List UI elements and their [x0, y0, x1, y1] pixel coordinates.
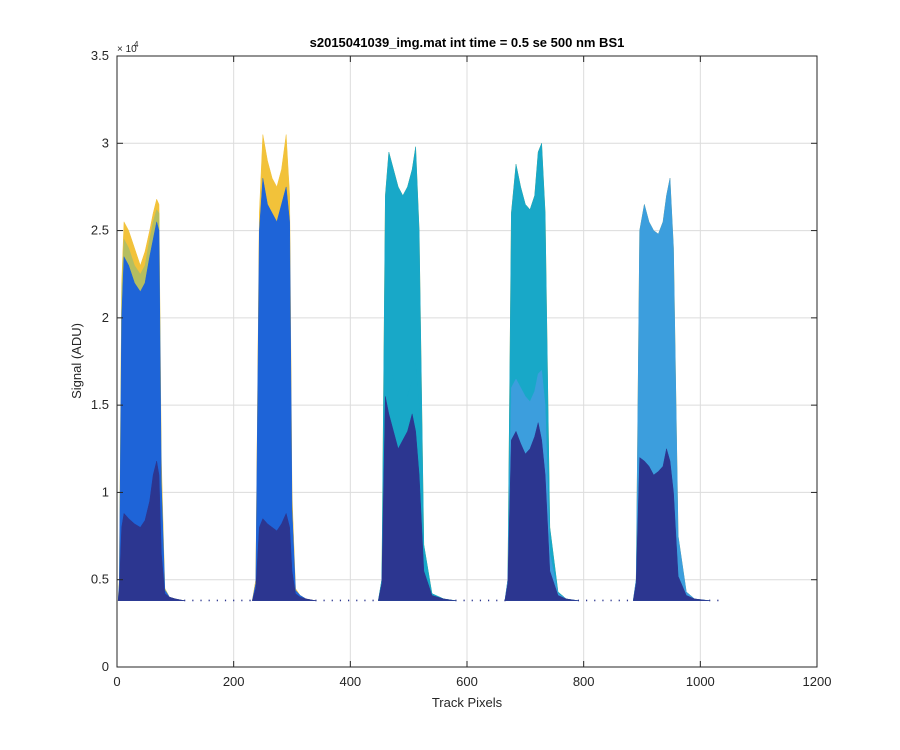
- baseline-dot: [339, 599, 342, 602]
- baseline-dot: [496, 599, 498, 602]
- x-tick-label: 1000: [686, 674, 715, 689]
- baseline-dot: [184, 599, 186, 602]
- baseline-dot: [717, 599, 719, 602]
- x-tick-label: 400: [339, 674, 361, 689]
- baseline-dot: [249, 599, 251, 602]
- track-1: [117, 198, 185, 601]
- baseline-dot: [610, 599, 612, 602]
- track-4-navy-area: [504, 422, 578, 601]
- y-tick-label: 0: [102, 659, 109, 674]
- x-tick-label: 1200: [803, 674, 832, 689]
- track-2-navy-area: [252, 512, 316, 601]
- baseline-dot: [364, 599, 366, 602]
- baseline-dot: [216, 599, 218, 602]
- x-tick-label: 600: [456, 674, 478, 689]
- y-axis-label: Signal (ADU): [69, 323, 84, 399]
- baseline-dot: [504, 599, 506, 602]
- track-3: [378, 146, 456, 601]
- baseline-dot: [594, 599, 596, 602]
- baseline-dot: [471, 599, 473, 602]
- y-multiplier: × 10 4: [117, 40, 139, 55]
- y-axis: 0 0.5 1 1.5 2 2.5 3 3.5: [91, 48, 817, 674]
- x-tick-label: 800: [573, 674, 595, 689]
- track-5-navy-area: [632, 448, 710, 601]
- track-5: [632, 178, 710, 601]
- baseline-dot: [233, 599, 235, 602]
- baseline-dot: [602, 599, 604, 602]
- baseline-dot: [577, 599, 580, 602]
- y-multiplier-base: × 10: [117, 44, 137, 55]
- y-tick-label: 2: [102, 310, 109, 325]
- data-areas: [117, 134, 719, 602]
- track-1-navy-area: [117, 460, 185, 601]
- x-tick-label: 0: [113, 674, 120, 689]
- baseline-dot: [224, 599, 227, 602]
- x-axis: 0 200 400 600 800 1000 1200: [113, 56, 831, 689]
- y-tick-label: 0.5: [91, 572, 109, 587]
- baseline-dot: [372, 599, 374, 602]
- y-tick-label: 1: [102, 484, 109, 499]
- x-axis-label: Track Pixels: [432, 695, 503, 710]
- baseline-dot: [241, 599, 243, 602]
- y-tick-label: 1.5: [91, 397, 109, 412]
- track-3-navy-area: [378, 396, 456, 601]
- y-tick-label: 2.5: [91, 223, 109, 238]
- baseline-dot: [348, 599, 350, 602]
- baseline-dot: [709, 599, 711, 602]
- baseline-dot: [479, 599, 482, 602]
- y-tick-label: 3.5: [91, 48, 109, 63]
- baseline-dot: [323, 599, 325, 602]
- baseline-dot: [200, 599, 202, 602]
- baseline-dot: [331, 599, 333, 602]
- chart-title: s2015041039_img.mat int time = 0.5 se 50…: [310, 35, 625, 50]
- baseline-dot: [455, 599, 457, 602]
- track-2-blue-area: [252, 178, 316, 601]
- track-2: [252, 134, 316, 601]
- y-tick-label: 3: [102, 135, 109, 150]
- baseline-dot: [356, 599, 358, 602]
- track-4: [504, 143, 578, 601]
- baseline-dot: [463, 599, 465, 602]
- baseline-dot: [586, 599, 588, 602]
- baseline-dot: [315, 599, 317, 602]
- baseline-dot: [488, 599, 490, 602]
- baseline-dot: [618, 599, 620, 602]
- baseline-dot: [626, 599, 629, 602]
- y-multiplier-exponent: 4: [134, 40, 139, 49]
- baseline-dot: [192, 599, 194, 602]
- x-tick-label: 200: [223, 674, 245, 689]
- baseline-dot: [208, 599, 210, 602]
- grid: [117, 56, 817, 667]
